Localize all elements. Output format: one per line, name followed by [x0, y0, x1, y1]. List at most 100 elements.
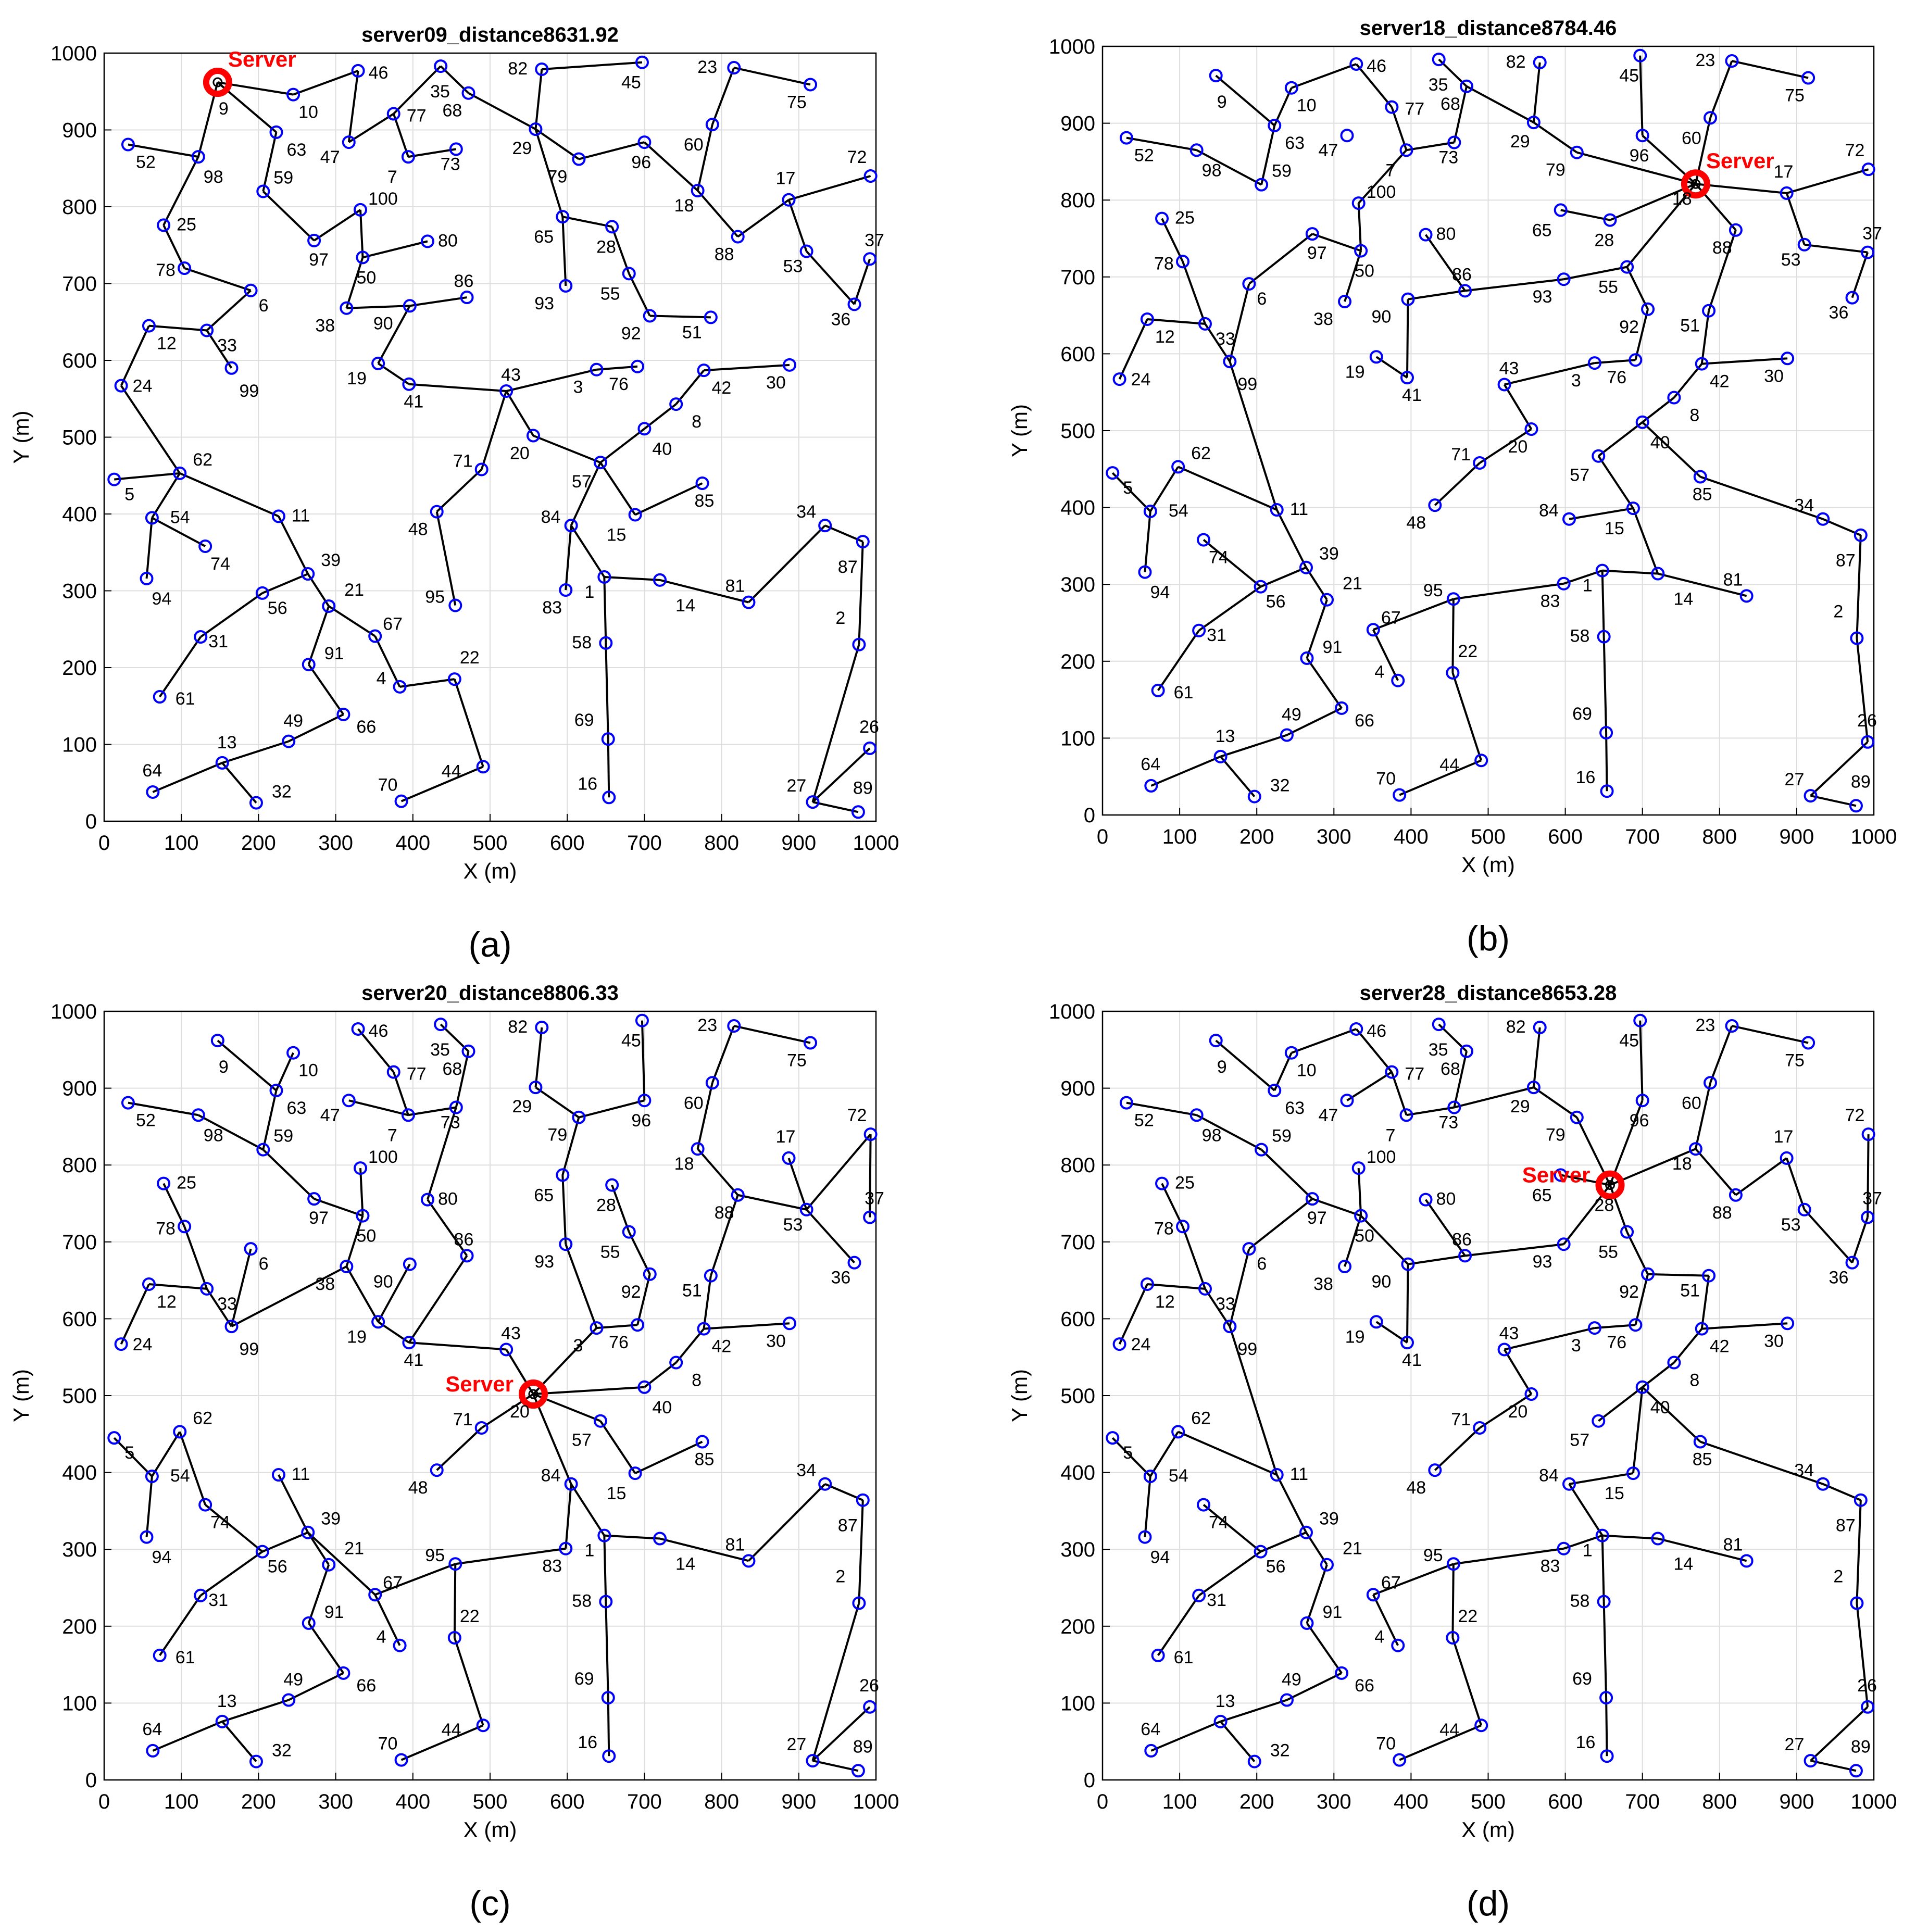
edge-line	[120, 385, 181, 474]
node-label: 72	[847, 1106, 867, 1125]
node-point	[1299, 560, 1313, 574]
node-label: 9	[219, 99, 229, 119]
x-tick-label: 500	[473, 832, 508, 855]
node-label: 59	[1272, 161, 1292, 181]
node-point	[1804, 789, 1818, 803]
panel-caption: (a)	[468, 925, 511, 964]
node-point	[1419, 1193, 1433, 1207]
edge-line	[1149, 466, 1179, 512]
edge-line	[1694, 1082, 1711, 1149]
edge-line	[262, 132, 278, 192]
node-label: 68	[1441, 1059, 1460, 1079]
node-label: 6	[1257, 289, 1267, 309]
node-label: 100	[368, 189, 398, 209]
edge-line	[222, 1699, 289, 1723]
node-point	[1693, 470, 1707, 484]
node-point	[1400, 371, 1414, 385]
edge-line	[1856, 535, 1862, 638]
node-point	[1151, 1648, 1165, 1662]
server-label: Server	[228, 47, 296, 71]
edge-line	[1479, 1393, 1532, 1429]
node-point	[1284, 1046, 1298, 1060]
node-point	[556, 210, 570, 224]
node-label: 75	[1785, 1051, 1805, 1071]
node-point	[200, 1282, 214, 1296]
node-point	[434, 59, 448, 73]
node-label: 89	[1851, 772, 1871, 792]
node-label: 6	[259, 1254, 269, 1274]
node-label: 2	[1833, 602, 1843, 622]
node-label: 35	[1429, 75, 1448, 95]
node-point	[1419, 228, 1433, 242]
node-label: 21	[344, 580, 364, 600]
edge-line	[113, 1437, 153, 1477]
node-point	[1223, 1320, 1237, 1334]
node-point	[224, 361, 239, 375]
node-point	[1702, 304, 1716, 318]
edge-line	[1609, 1148, 1696, 1186]
edge-line	[197, 1114, 264, 1151]
node-label: 44	[1439, 1720, 1459, 1740]
y-tick-label: 200	[1060, 1615, 1095, 1638]
node-point	[340, 301, 354, 315]
node-label: 43	[501, 1323, 521, 1343]
node-label: 3	[573, 378, 583, 397]
edge-line	[1657, 572, 1747, 597]
server-marker	[518, 1379, 548, 1409]
x-tick-label: 600	[550, 1790, 585, 1813]
node-label: 94	[1150, 1548, 1170, 1567]
node-point	[1401, 292, 1415, 306]
plot-frame	[1101, 1010, 1875, 1781]
node-label: 99	[240, 381, 259, 401]
edge-line	[1306, 1622, 1343, 1674]
node-label: 7	[387, 167, 397, 187]
edge-line	[148, 324, 207, 332]
node-label: 19	[1345, 1327, 1365, 1347]
edge-line	[222, 740, 289, 764]
edge-line	[1248, 1198, 1313, 1250]
edge-line	[703, 1275, 712, 1329]
node-label: 23	[1695, 51, 1715, 70]
node-point	[847, 1256, 861, 1270]
node-label: 72	[1845, 1106, 1865, 1125]
x-tick-label: 300	[1317, 1790, 1351, 1813]
edge-line	[179, 472, 279, 518]
node-point	[1729, 1188, 1743, 1202]
node-label: 17	[776, 1127, 796, 1147]
node-point	[1562, 1477, 1576, 1491]
x-tick-label: 1000	[1851, 1790, 1897, 1813]
edge-line	[345, 1266, 379, 1323]
node-point	[215, 1714, 229, 1728]
node-point	[1209, 1034, 1223, 1048]
node-label: 89	[853, 778, 873, 798]
node-label: 72	[1845, 141, 1865, 160]
node-point	[742, 1554, 756, 1568]
edge-line	[1360, 1215, 1409, 1265]
y-tick-label: 700	[1060, 266, 1095, 289]
node-label: 71	[453, 451, 473, 471]
node-point	[1391, 673, 1405, 687]
node-point	[461, 86, 475, 100]
panel-b: 0 100 200 300 400 500 600 700 800 900 1000 0 100 200 3…	[1007, 17, 1897, 958]
edge-line	[1399, 1724, 1482, 1761]
edge-line	[1700, 1275, 1710, 1329]
node-point	[1845, 291, 1859, 305]
edge-line	[1732, 60, 1809, 79]
node-point	[121, 137, 135, 152]
edge-line	[1532, 62, 1541, 123]
edge-line	[1634, 309, 1649, 360]
node-label: 32	[272, 1741, 292, 1761]
node-label: 46	[369, 1021, 389, 1041]
edge-line	[1157, 1595, 1200, 1657]
node-label: 41	[404, 1350, 423, 1370]
edge-line	[533, 434, 601, 464]
edge-line	[1220, 734, 1287, 758]
edge-line	[1204, 1288, 1231, 1327]
node-point	[1781, 352, 1795, 366]
edge-line	[151, 472, 181, 519]
edge-line	[152, 762, 223, 793]
node-label: 39	[321, 1509, 341, 1529]
node-point	[394, 1753, 408, 1767]
edge-line	[1609, 1100, 1644, 1186]
